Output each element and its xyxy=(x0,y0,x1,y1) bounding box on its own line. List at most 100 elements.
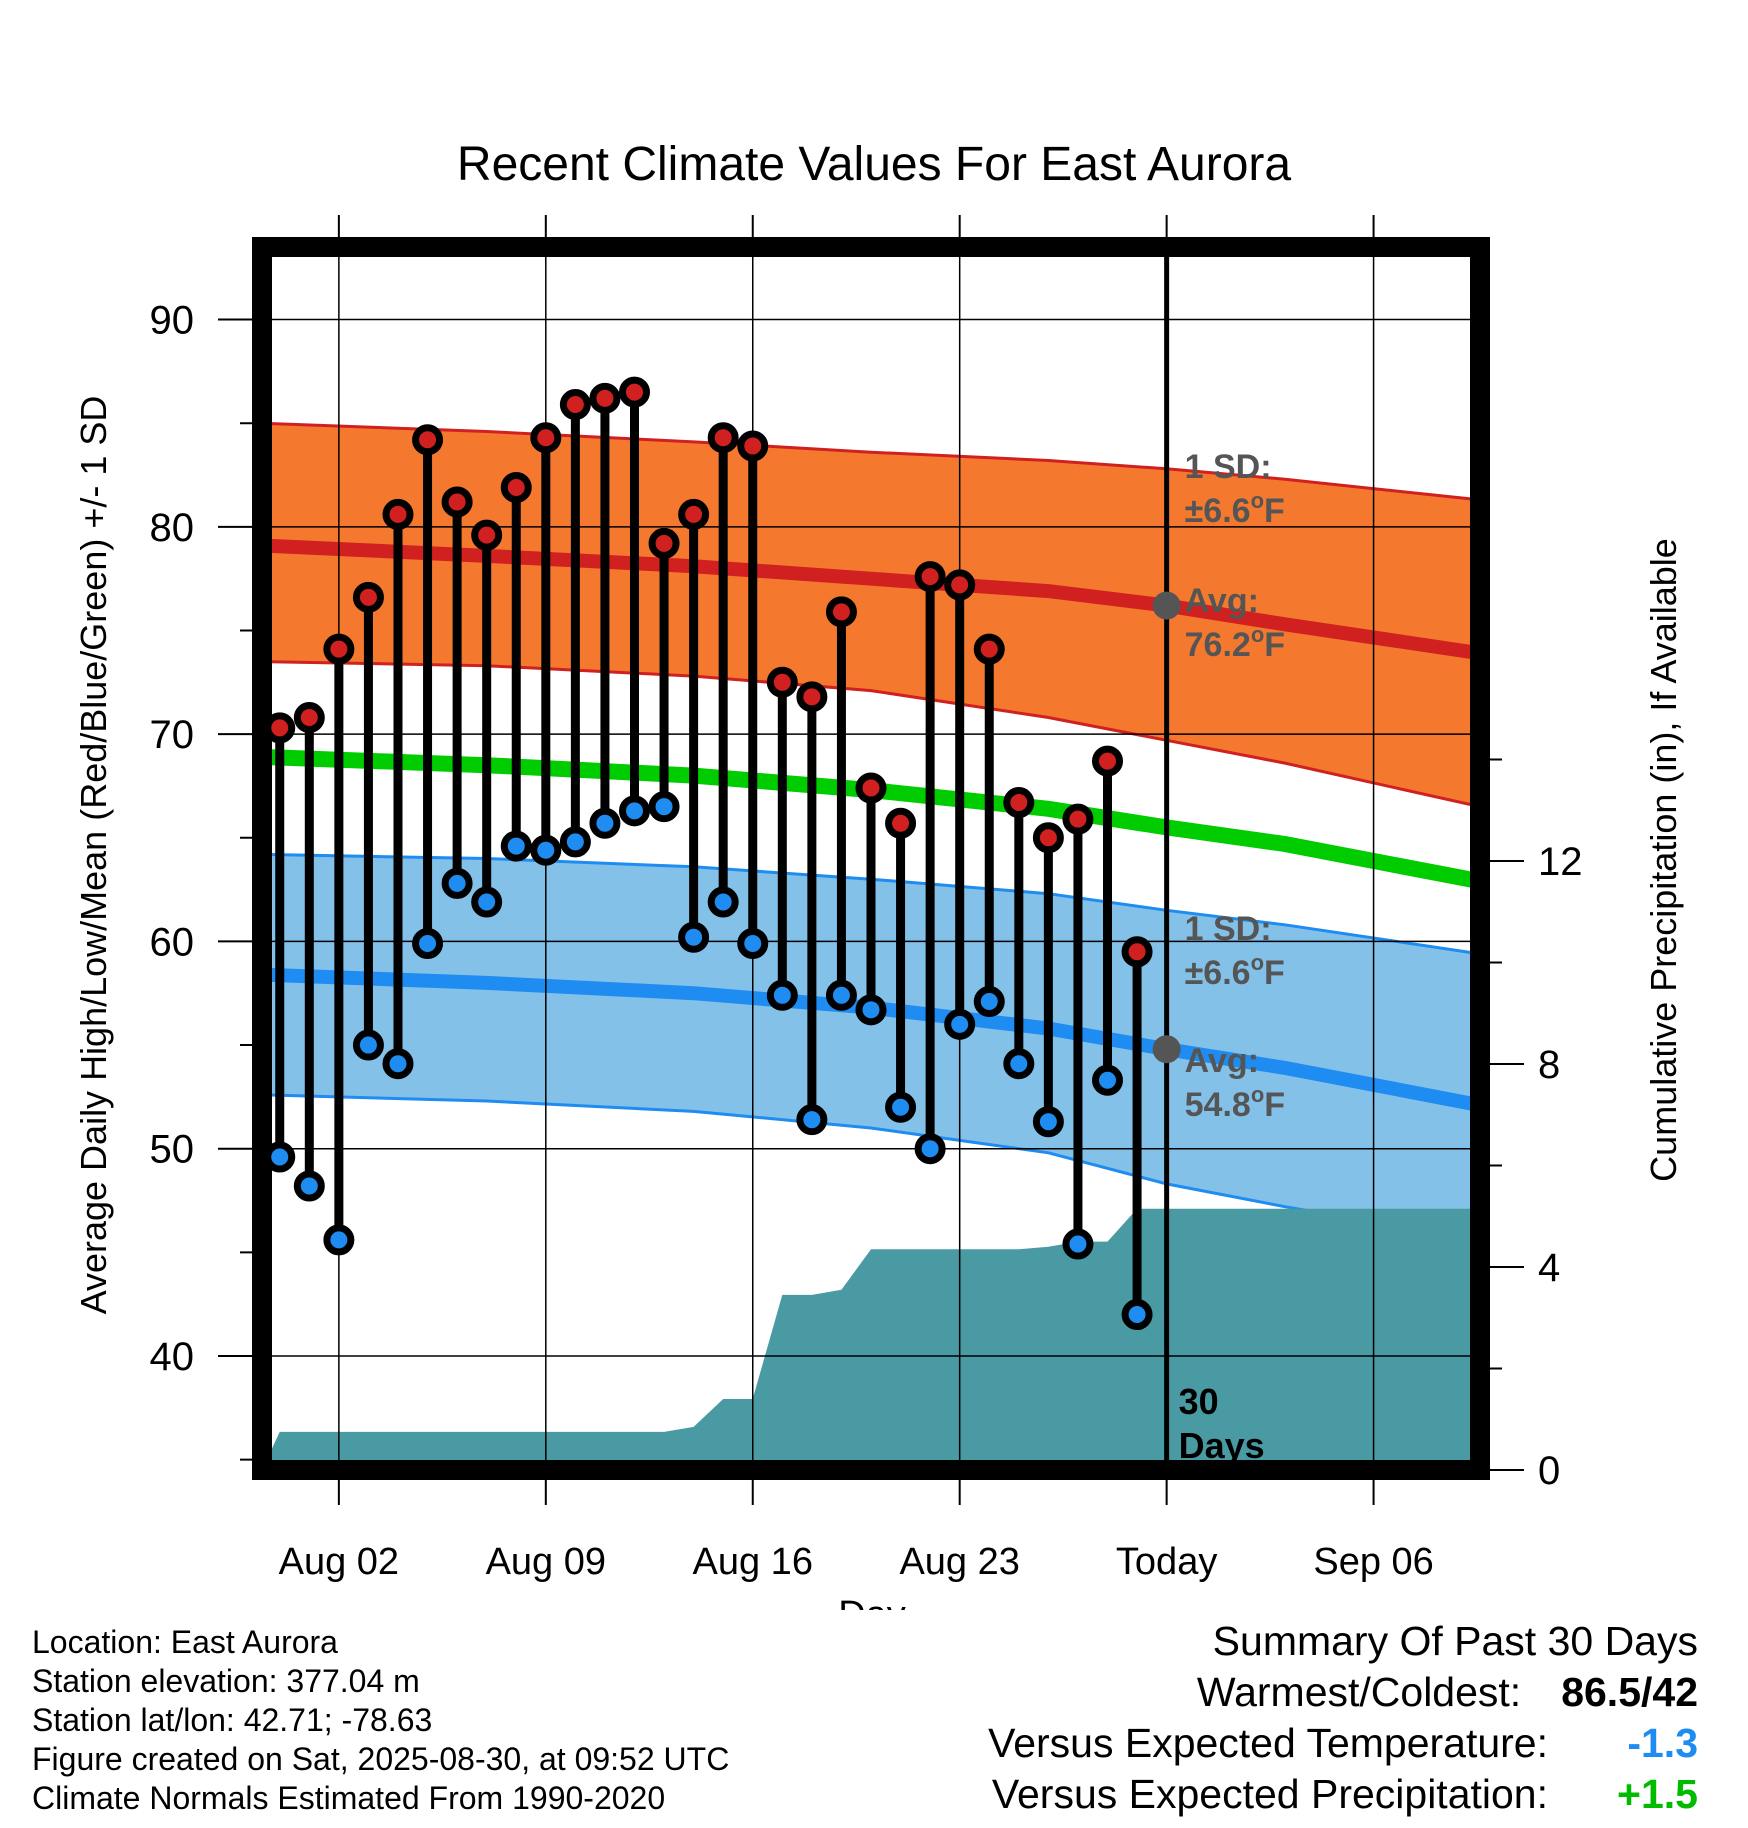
daily-low-point xyxy=(1121,1299,1153,1331)
latlon-text: Station lat/lon: 42.71; -78.63 xyxy=(32,1702,433,1738)
daily-low-point xyxy=(707,886,739,918)
y-tick-label: 90 xyxy=(150,299,195,343)
x-tick-label: Today xyxy=(1116,1541,1217,1583)
y-tick-label: 80 xyxy=(150,506,195,550)
y-tick-label: 50 xyxy=(150,1128,195,1172)
y2-axis-label: Cumulative Precipitation (in), If Availa… xyxy=(1643,538,1684,1182)
x-tick-label: Sep 06 xyxy=(1313,1541,1433,1583)
daily-high-point xyxy=(855,772,887,804)
daily-low-point xyxy=(382,1048,414,1080)
daily-high-point xyxy=(589,382,621,414)
normals-text: Climate Normals Estimated From 1990-2020 xyxy=(32,1780,666,1816)
daily-high-point xyxy=(1121,936,1153,968)
daily-high-point xyxy=(352,581,384,613)
high-sd-value: ±6.6oF xyxy=(1185,488,1285,530)
daily-low-point xyxy=(500,830,532,862)
daily-low-point xyxy=(618,795,650,827)
daily-high-point xyxy=(1003,787,1035,819)
axis-ticks: 40 50 60 70 80 90 0 4 8 12 Aug 02 Aug 09 Aug 16 Aug 2… xyxy=(150,299,1583,1583)
daily-low-point xyxy=(885,1091,917,1123)
daily-high-point xyxy=(1032,822,1064,854)
daily-high-point xyxy=(441,486,473,518)
daily-low-point xyxy=(855,994,887,1026)
low-sd-band xyxy=(262,854,1480,1240)
low-avg-title: Avg: xyxy=(1185,1042,1259,1080)
warmest-value: 86.5/42 xyxy=(1561,1669,1698,1715)
daily-high-point xyxy=(382,498,414,530)
elevation-text: Station elevation: 377.04 m xyxy=(32,1663,420,1699)
temp-anomaly-value: -1.3 xyxy=(1627,1720,1698,1766)
daily-high-point xyxy=(471,519,503,551)
daily-low-point xyxy=(530,834,562,866)
low-sd-title: 1 SD: xyxy=(1185,910,1272,948)
x-tick-label: Aug 16 xyxy=(693,1541,813,1583)
daily-low-point xyxy=(1003,1048,1035,1080)
daily-high-point xyxy=(944,569,976,601)
y2-tick-label: 4 xyxy=(1538,1246,1560,1290)
high-avg-title: Avg: xyxy=(1185,582,1259,620)
daily-high-point xyxy=(293,702,325,734)
daily-low-point xyxy=(471,886,503,918)
high-sd-title: 1 SD: xyxy=(1185,448,1272,486)
daily-high-point xyxy=(973,633,1005,665)
y-tick-label: 40 xyxy=(150,1335,195,1379)
daily-low-point xyxy=(973,986,1005,1018)
y2-tick-label: 8 xyxy=(1538,1043,1560,1087)
precip-anomaly-value: +1.5 xyxy=(1617,1771,1698,1817)
summary-panel: Summary Of Past 30 Days Warmest/Coldest:… xyxy=(988,1618,1698,1822)
daily-high-point xyxy=(678,498,710,530)
summary-title: Summary Of Past 30 Days xyxy=(1212,1618,1698,1664)
y2-tick-label: 0 xyxy=(1538,1449,1560,1493)
today-high-avg-marker xyxy=(1152,591,1181,620)
daily-low-point xyxy=(589,807,621,839)
daily-low-point xyxy=(441,867,473,899)
climate-chart: Recent Climate Values For East Aurora 40… xyxy=(73,138,1684,1610)
daily-high-point xyxy=(1092,745,1124,777)
daily-high-point xyxy=(530,422,562,454)
daily-low-point xyxy=(1062,1228,1094,1260)
daily-low-point xyxy=(264,1141,296,1173)
daily-high-point xyxy=(796,681,828,713)
daily-high-point xyxy=(914,561,946,593)
daily-high-point xyxy=(412,424,444,456)
daily-low-point xyxy=(412,927,444,959)
high-sd-band xyxy=(262,423,1480,807)
daily-low-point xyxy=(323,1224,355,1256)
daily-low-point xyxy=(559,826,591,858)
x-tick-label: Aug 09 xyxy=(486,1541,606,1583)
daily-high-point xyxy=(825,596,857,628)
x-axis-label: Day xyxy=(838,1594,906,1610)
daily-high-point xyxy=(885,807,917,839)
daily-low-point xyxy=(293,1170,325,1202)
created-text: Figure created on Sat, 2025-08-30, at 09… xyxy=(32,1741,730,1777)
window-count: 30 xyxy=(1179,1381,1219,1422)
daily-series xyxy=(264,247,1170,1470)
y2-tick-label: 12 xyxy=(1538,840,1583,884)
daily-high-point xyxy=(559,389,591,421)
y-tick-label: 60 xyxy=(150,920,195,964)
precip-area xyxy=(262,1208,1480,1470)
temp-anomaly-label: Versus Expected Temperature: xyxy=(988,1720,1548,1766)
plot-frame xyxy=(252,237,1490,1480)
today-low-avg-marker xyxy=(1152,1035,1181,1064)
daily-low-point xyxy=(678,921,710,953)
daily-high-point xyxy=(323,633,355,665)
x-tick-label: Aug 02 xyxy=(279,1541,399,1583)
station-info: Location: East Aurora Station elevation:… xyxy=(32,1623,729,1818)
precip-anomaly-label: Versus Expected Precipitation: xyxy=(991,1771,1548,1817)
low-sd-value: ±6.6oF xyxy=(1185,950,1285,992)
daily-low-point xyxy=(648,791,680,823)
daily-high-point xyxy=(766,666,798,698)
daily-high-point xyxy=(648,527,680,559)
x-tick-label: Aug 23 xyxy=(899,1541,1019,1583)
daily-low-point xyxy=(796,1104,828,1136)
daily-low-point xyxy=(737,927,769,959)
y-tick-label: 70 xyxy=(150,713,195,757)
window-unit: Days xyxy=(1179,1425,1265,1466)
high-avg-value: 76.2oF xyxy=(1185,622,1285,664)
low-avg-value: 54.8oF xyxy=(1185,1082,1285,1124)
y-axis-label: Average Daily High/Low/Mean (Red/Blue/Gr… xyxy=(73,396,114,1315)
daily-low-point xyxy=(944,1008,976,1040)
daily-low-point xyxy=(1092,1064,1124,1096)
